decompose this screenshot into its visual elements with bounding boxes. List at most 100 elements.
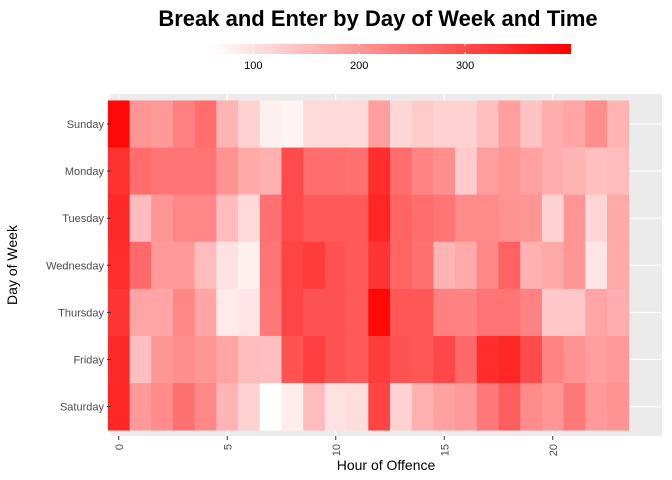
heatmap-cell (541, 383, 564, 431)
heatmap-cell (563, 147, 586, 196)
heatmap-cell (303, 241, 326, 290)
heatmap-cell (216, 194, 239, 243)
heatmap-cell (346, 194, 369, 243)
heatmap-cell (390, 194, 413, 243)
heatmap-cell (194, 194, 217, 243)
heatmap-cell (281, 335, 304, 384)
heatmap-cell (324, 147, 347, 196)
heatmap-cell (585, 335, 608, 384)
heatmap-cell (346, 383, 369, 431)
heatmap-cell (194, 147, 217, 196)
heatmap-cell (541, 194, 564, 243)
heatmap-cell (151, 288, 174, 337)
heatmap-cell (259, 241, 282, 290)
heatmap-cell (455, 100, 478, 148)
heatmap-cell (129, 335, 152, 384)
heatmap-cell (455, 147, 478, 196)
heatmap-cell (476, 335, 499, 384)
heatmap-cell (541, 241, 564, 290)
heatmap-cell (585, 288, 608, 337)
heatmap-cell (151, 383, 174, 431)
heatmap-cell (324, 288, 347, 337)
heatmap-cell (238, 194, 261, 243)
heatmap-cell (129, 241, 152, 290)
x-axis-title: Hour of Offence (337, 457, 436, 473)
heatmap-cell (238, 147, 261, 196)
heatmap-cell (238, 241, 261, 290)
heatmap-cell (151, 335, 174, 384)
heatmap-cell (368, 241, 391, 290)
heatmap-cell (129, 383, 152, 431)
heatmap-cell (411, 194, 434, 243)
heatmap-cell (107, 194, 130, 243)
legend-tick-label: 300 (456, 60, 474, 72)
heatmap-cell (433, 100, 456, 148)
y-tick-label: Sunday (67, 119, 105, 131)
heatmap-cell (390, 335, 413, 384)
heatmap-cell (173, 100, 196, 148)
heatmap-cell (541, 100, 564, 148)
heatmap-cell (455, 335, 478, 384)
heatmap-cell (563, 100, 586, 148)
heatmap-cell (107, 100, 130, 148)
heatmap-cell (563, 194, 586, 243)
heatmap-cell (541, 335, 564, 384)
heatmap-cell (498, 147, 521, 196)
heatmap-cell (346, 241, 369, 290)
heatmap-cell (107, 383, 130, 431)
heatmap-cell (498, 194, 521, 243)
x-tick-label: 15 (439, 444, 451, 456)
heatmap-cell (281, 194, 304, 243)
heatmap-cell (238, 383, 261, 431)
heatmap-cell (259, 194, 282, 243)
legend-tick-label: 100 (244, 60, 262, 72)
heatmap-cell (173, 335, 196, 384)
heatmap-cell (476, 147, 499, 196)
heatmap-cell (433, 147, 456, 196)
heatmap-cell (173, 288, 196, 337)
heatmap-cell (520, 241, 543, 290)
heatmap-cell (173, 147, 196, 196)
heatmap-cell (563, 383, 586, 431)
heatmap-cell (324, 241, 347, 290)
heatmap-cell (129, 194, 152, 243)
heatmap-cell (433, 241, 456, 290)
heatmap-cell (129, 288, 152, 337)
heatmap-cell (216, 288, 239, 337)
heatmap-cell (216, 241, 239, 290)
heatmap-cell (520, 288, 543, 337)
y-tick-label: Tuesday (62, 213, 104, 225)
heatmap-cell (259, 288, 282, 337)
heatmap-cell (433, 288, 456, 337)
heatmap-cell (607, 100, 630, 148)
heatmap-cell (107, 147, 130, 196)
legend-color-bar (211, 44, 571, 54)
heatmap-cell (563, 288, 586, 337)
heatmap-cell (194, 241, 217, 290)
heatmap-cell (238, 100, 261, 148)
heatmap-cell (107, 288, 130, 337)
y-tick-label: Saturday (60, 402, 105, 414)
heatmap-cell (151, 147, 174, 196)
heatmap-cell (281, 100, 304, 148)
heatmap-cell (368, 335, 391, 384)
heatmap-cell (173, 194, 196, 243)
heatmap-cell (498, 335, 521, 384)
heatmap-cell (216, 100, 239, 148)
heatmap-cell (498, 241, 521, 290)
heatmap-cell (281, 147, 304, 196)
heatmap-cell (216, 335, 239, 384)
heatmap-cell (541, 288, 564, 337)
heatmap-cell (585, 383, 608, 431)
heatmap-cell (607, 194, 630, 243)
heatmap-cell (151, 100, 174, 148)
heatmap-cell (607, 383, 630, 431)
heatmap-cell (498, 383, 521, 431)
heatmap-cells (107, 100, 630, 431)
heatmap-cell (411, 288, 434, 337)
heatmap-cell (303, 288, 326, 337)
heatmap-cell (520, 100, 543, 148)
heatmap-cell (455, 241, 478, 290)
